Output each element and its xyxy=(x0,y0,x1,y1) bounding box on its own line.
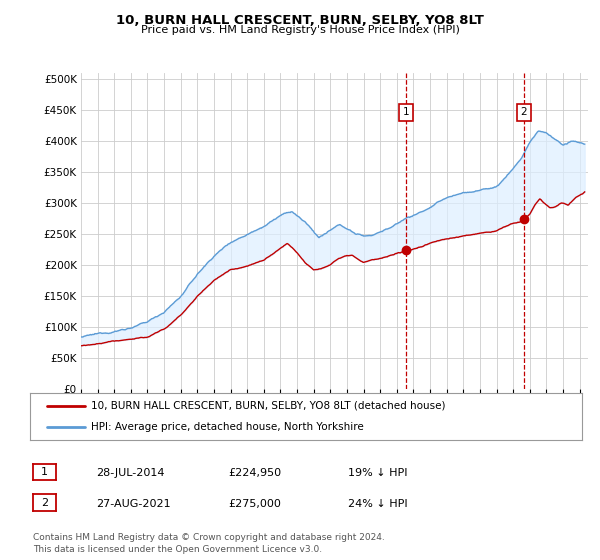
Text: 28-JUL-2014: 28-JUL-2014 xyxy=(96,468,164,478)
Text: 1: 1 xyxy=(403,108,410,118)
Text: 24% ↓ HPI: 24% ↓ HPI xyxy=(348,499,407,509)
Text: £224,950: £224,950 xyxy=(228,468,281,478)
Text: 10, BURN HALL CRESCENT, BURN, SELBY, YO8 8LT: 10, BURN HALL CRESCENT, BURN, SELBY, YO8… xyxy=(116,14,484,27)
Text: 27-AUG-2021: 27-AUG-2021 xyxy=(96,499,170,509)
Text: 2: 2 xyxy=(41,498,48,508)
Text: HPI: Average price, detached house, North Yorkshire: HPI: Average price, detached house, Nort… xyxy=(91,422,364,432)
Text: 2: 2 xyxy=(521,108,527,118)
Text: 1: 1 xyxy=(41,467,48,477)
Text: £275,000: £275,000 xyxy=(228,499,281,509)
Text: 19% ↓ HPI: 19% ↓ HPI xyxy=(348,468,407,478)
Text: Price paid vs. HM Land Registry's House Price Index (HPI): Price paid vs. HM Land Registry's House … xyxy=(140,25,460,35)
Text: Contains HM Land Registry data © Crown copyright and database right 2024.
This d: Contains HM Land Registry data © Crown c… xyxy=(33,533,385,554)
Text: 10, BURN HALL CRESCENT, BURN, SELBY, YO8 8LT (detached house): 10, BURN HALL CRESCENT, BURN, SELBY, YO8… xyxy=(91,400,445,410)
